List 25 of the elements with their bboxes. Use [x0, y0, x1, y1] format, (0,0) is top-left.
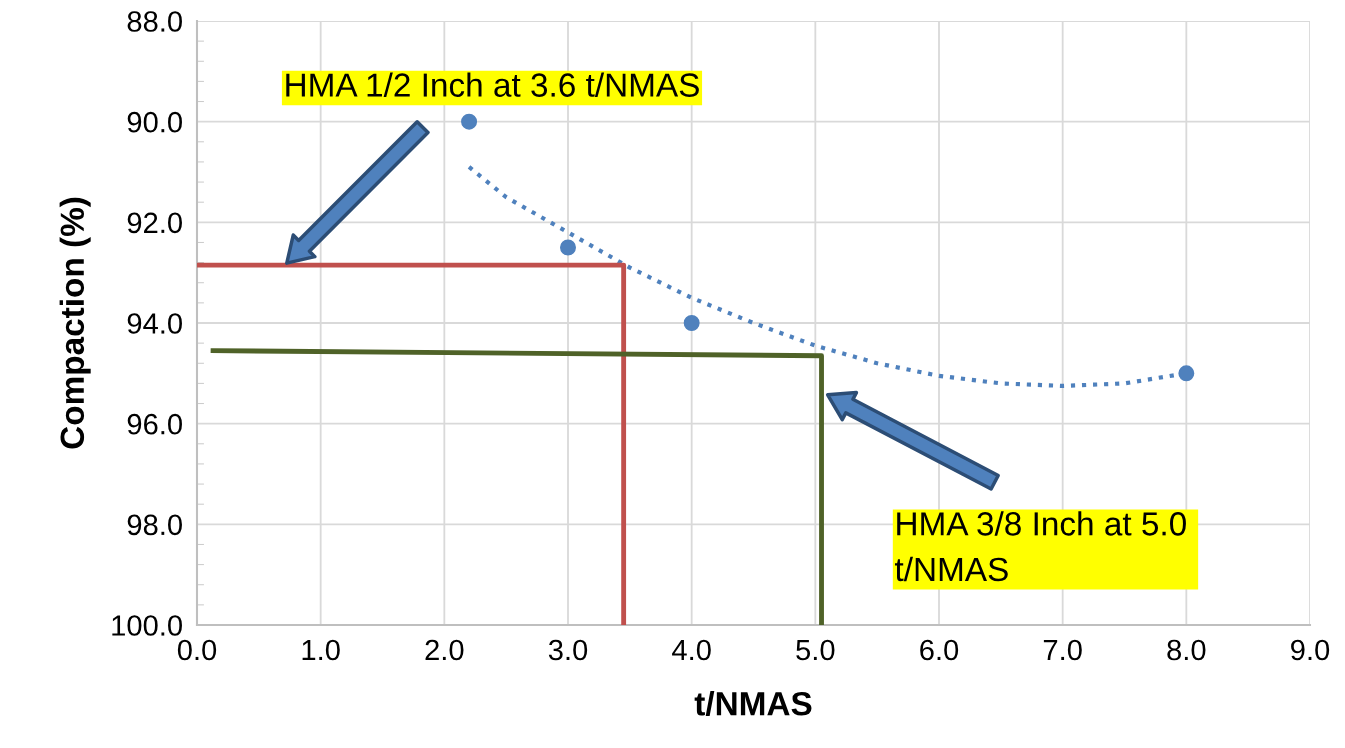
point [461, 113, 478, 130]
y-axis-title: Compaction (%) [59, 197, 91, 449]
y-tick-label: 90.0 [127, 111, 182, 133]
x-tick-label: 7.0 [1043, 639, 1082, 661]
y-tick-label: 88.0 [127, 11, 182, 32]
y-tick-label: 96.0 [127, 413, 182, 435]
x-axis-title: t/NMAS [694, 691, 812, 716]
point [683, 315, 700, 331]
x-tick-label: 5.0 [796, 639, 835, 661]
annotation: HMA 1/2 Inch at 3.6 t/NMAS [286, 72, 699, 97]
point [560, 239, 576, 256]
y-tick-label: 92.0 [127, 212, 182, 234]
x-tick-label: 2.0 [425, 639, 464, 661]
x-tick-label: 1.0 [302, 639, 340, 661]
x-tick-label: 3.0 [548, 639, 588, 661]
x-tick-label: 4.0 [672, 639, 711, 661]
x-tick-label: 6.0 [920, 639, 959, 661]
x-tick-label: 0.0 [177, 639, 217, 661]
y-tick-label: 98.0 [127, 514, 182, 536]
point [1178, 365, 1195, 382]
x-tick-label: 9.0 [1291, 639, 1330, 661]
annotation: HMA 3/8 Inch at 5.0 t/NMAS [894, 511, 1186, 582]
y-tick-label: 94.0 [127, 313, 182, 334]
x-tick-label: 8.0 [1167, 639, 1206, 661]
y-tick-label: 100.0 [112, 615, 182, 636]
